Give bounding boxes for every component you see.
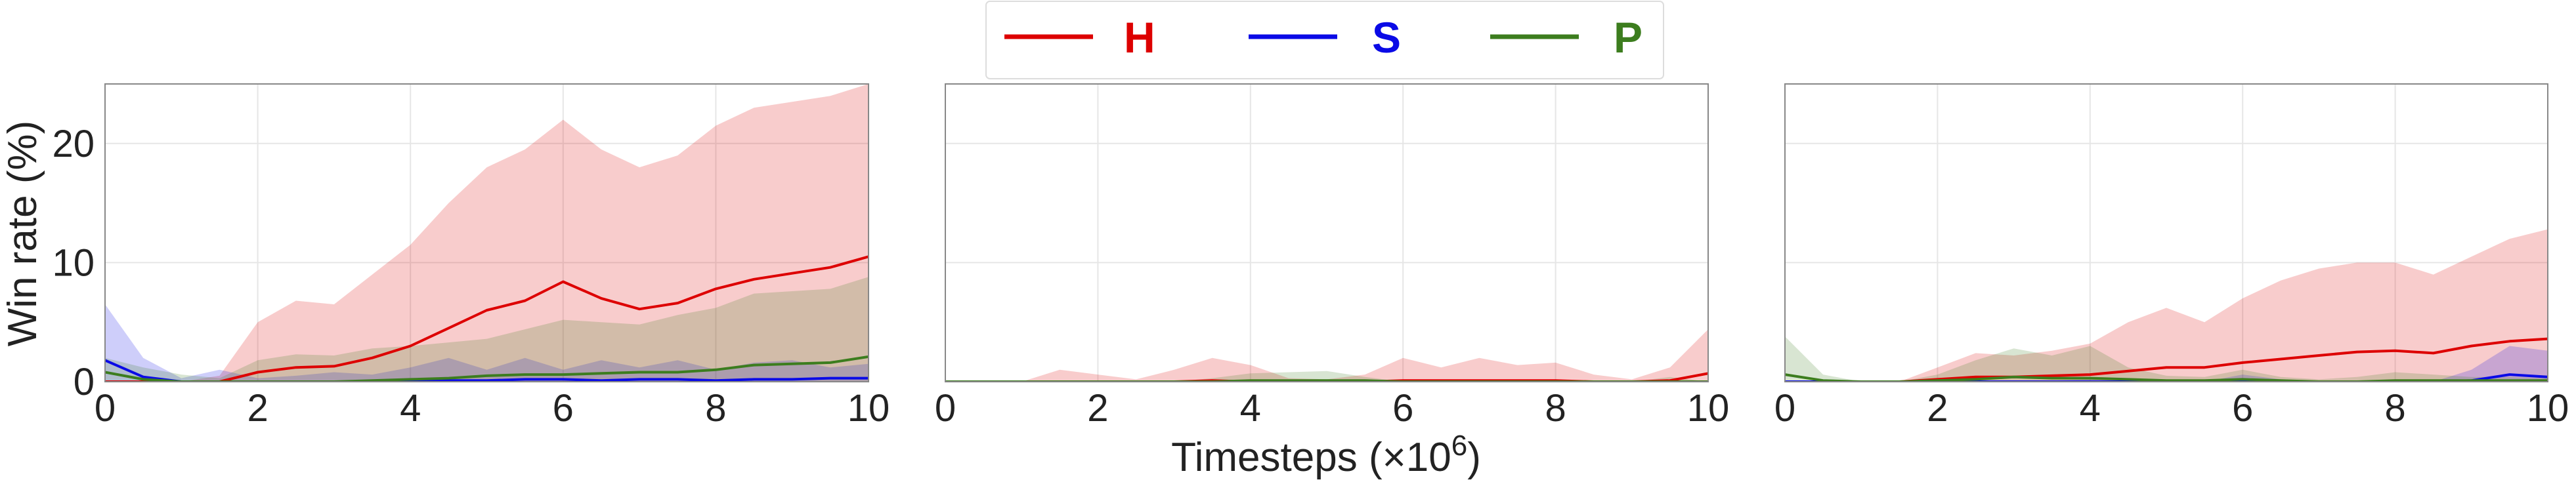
x-tick-label: 0 — [1774, 387, 1795, 430]
panel-left: 0 2 4 6 8 10 0 10 20 — [52, 83, 890, 430]
band-p — [1785, 336, 2548, 382]
band-p — [945, 371, 1708, 382]
y-tick-label: 10 — [52, 241, 95, 284]
line-p — [945, 379, 1708, 382]
x-tick-label: 4 — [400, 387, 421, 430]
x-tick-label: 6 — [1392, 387, 1413, 430]
x-tick-label: 2 — [1087, 387, 1108, 430]
band-s — [1785, 346, 2548, 382]
line-s — [105, 359, 869, 382]
legend-label-h: H — [1124, 13, 1155, 62]
x-tick-label: 8 — [2384, 387, 2405, 430]
x-tick-label: 10 — [2527, 387, 2569, 430]
legend-frame — [985, 1, 1664, 79]
panel-right: 0 2 4 6 8 10 — [1774, 83, 2569, 430]
y-axis-label: Win rate (%) — [0, 121, 45, 346]
band-s — [105, 304, 869, 382]
band-h — [105, 84, 869, 382]
legend-label-p: P — [1614, 13, 1642, 62]
band-h — [1785, 229, 2548, 382]
panel-middle: 0 2 4 6 8 10 — [935, 83, 1730, 430]
x-tick-label: 10 — [848, 387, 890, 430]
line-h — [105, 255, 869, 382]
x-tick-label: 0 — [95, 387, 116, 430]
legend-label-s: S — [1372, 13, 1401, 62]
band-p — [105, 277, 869, 382]
x-tick-label: 6 — [553, 387, 574, 430]
legend: H S P — [985, 1, 1664, 79]
x-axis-label-prefix: Timesteps (×10 — [1171, 435, 1451, 480]
x-tick-label: 4 — [2080, 387, 2101, 430]
x-tick-label: 6 — [2232, 387, 2253, 430]
panel-frame — [945, 83, 1709, 382]
x-axis-label-exponent: 6 — [1451, 430, 1467, 462]
x-axis-label-suffix: ) — [1467, 435, 1481, 480]
panel-frame — [1784, 83, 2548, 382]
x-tick-label: 2 — [1927, 387, 1948, 430]
band-h — [945, 329, 1708, 382]
y-tick-label: 0 — [74, 361, 95, 403]
x-axis-label: Timesteps (×106) — [1171, 430, 1481, 480]
plot-area — [105, 84, 869, 382]
x-tick-label: 8 — [705, 387, 726, 430]
x-tick-label: 2 — [247, 387, 268, 430]
x-tick-label: 10 — [1687, 387, 1730, 430]
y-tick-label: 20 — [52, 123, 95, 165]
line-p — [105, 355, 869, 382]
x-tick-label: 4 — [1240, 387, 1261, 430]
x-tick-label: 0 — [935, 387, 956, 430]
x-tick-label: 8 — [1545, 387, 1566, 430]
panel-frame — [104, 83, 869, 382]
